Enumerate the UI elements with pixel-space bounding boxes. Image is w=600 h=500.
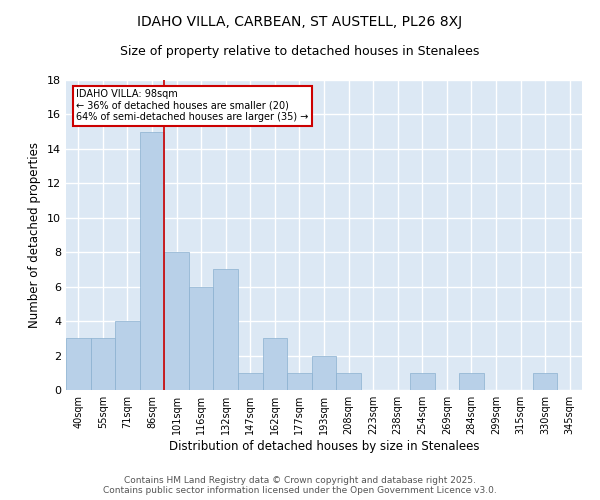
Bar bbox=[410, 373, 434, 390]
Bar bbox=[459, 373, 484, 390]
Bar bbox=[214, 270, 238, 390]
Bar bbox=[287, 373, 312, 390]
Bar bbox=[312, 356, 336, 390]
Bar bbox=[140, 132, 164, 390]
Y-axis label: Number of detached properties: Number of detached properties bbox=[28, 142, 41, 328]
Bar bbox=[263, 338, 287, 390]
X-axis label: Distribution of detached houses by size in Stenalees: Distribution of detached houses by size … bbox=[169, 440, 479, 453]
Bar bbox=[91, 338, 115, 390]
Text: Size of property relative to detached houses in Stenalees: Size of property relative to detached ho… bbox=[121, 45, 479, 58]
Bar bbox=[164, 252, 189, 390]
Bar bbox=[336, 373, 361, 390]
Bar bbox=[189, 286, 214, 390]
Text: IDAHO VILLA: 98sqm
← 36% of detached houses are smaller (20)
64% of semi-detache: IDAHO VILLA: 98sqm ← 36% of detached hou… bbox=[76, 90, 308, 122]
Bar bbox=[533, 373, 557, 390]
Bar bbox=[115, 321, 140, 390]
Text: IDAHO VILLA, CARBEAN, ST AUSTELL, PL26 8XJ: IDAHO VILLA, CARBEAN, ST AUSTELL, PL26 8… bbox=[137, 15, 463, 29]
Bar bbox=[238, 373, 263, 390]
Bar bbox=[66, 338, 91, 390]
Text: Contains HM Land Registry data © Crown copyright and database right 2025.
Contai: Contains HM Land Registry data © Crown c… bbox=[103, 476, 497, 495]
